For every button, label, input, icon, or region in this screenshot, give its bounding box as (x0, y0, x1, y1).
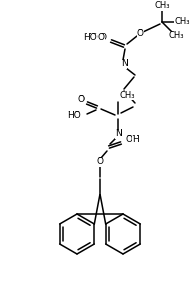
Text: CH₃: CH₃ (174, 17, 190, 27)
Text: O: O (96, 158, 104, 166)
Text: HO: HO (84, 33, 98, 43)
Text: CH₃: CH₃ (120, 90, 135, 100)
Text: N: N (115, 130, 121, 138)
Text: O: O (96, 158, 104, 166)
Text: CH₃: CH₃ (168, 31, 184, 41)
Text: HO: HO (67, 112, 81, 120)
Text: O: O (137, 29, 144, 39)
Text: N: N (121, 59, 127, 69)
Text: N: N (115, 130, 121, 138)
Text: N: N (121, 59, 127, 69)
Text: HO: HO (67, 112, 81, 120)
Text: O: O (77, 96, 84, 104)
Text: O: O (125, 136, 132, 144)
Text: O: O (98, 33, 105, 43)
Text: H: H (132, 136, 139, 144)
Text: O: O (77, 96, 84, 104)
Text: O: O (99, 33, 106, 43)
Text: HO: HO (83, 33, 97, 43)
Text: O: O (125, 136, 132, 144)
Text: H: H (131, 136, 138, 144)
Text: CH₃: CH₃ (154, 1, 170, 11)
Text: CH₃: CH₃ (120, 90, 135, 100)
Text: O: O (137, 29, 144, 39)
